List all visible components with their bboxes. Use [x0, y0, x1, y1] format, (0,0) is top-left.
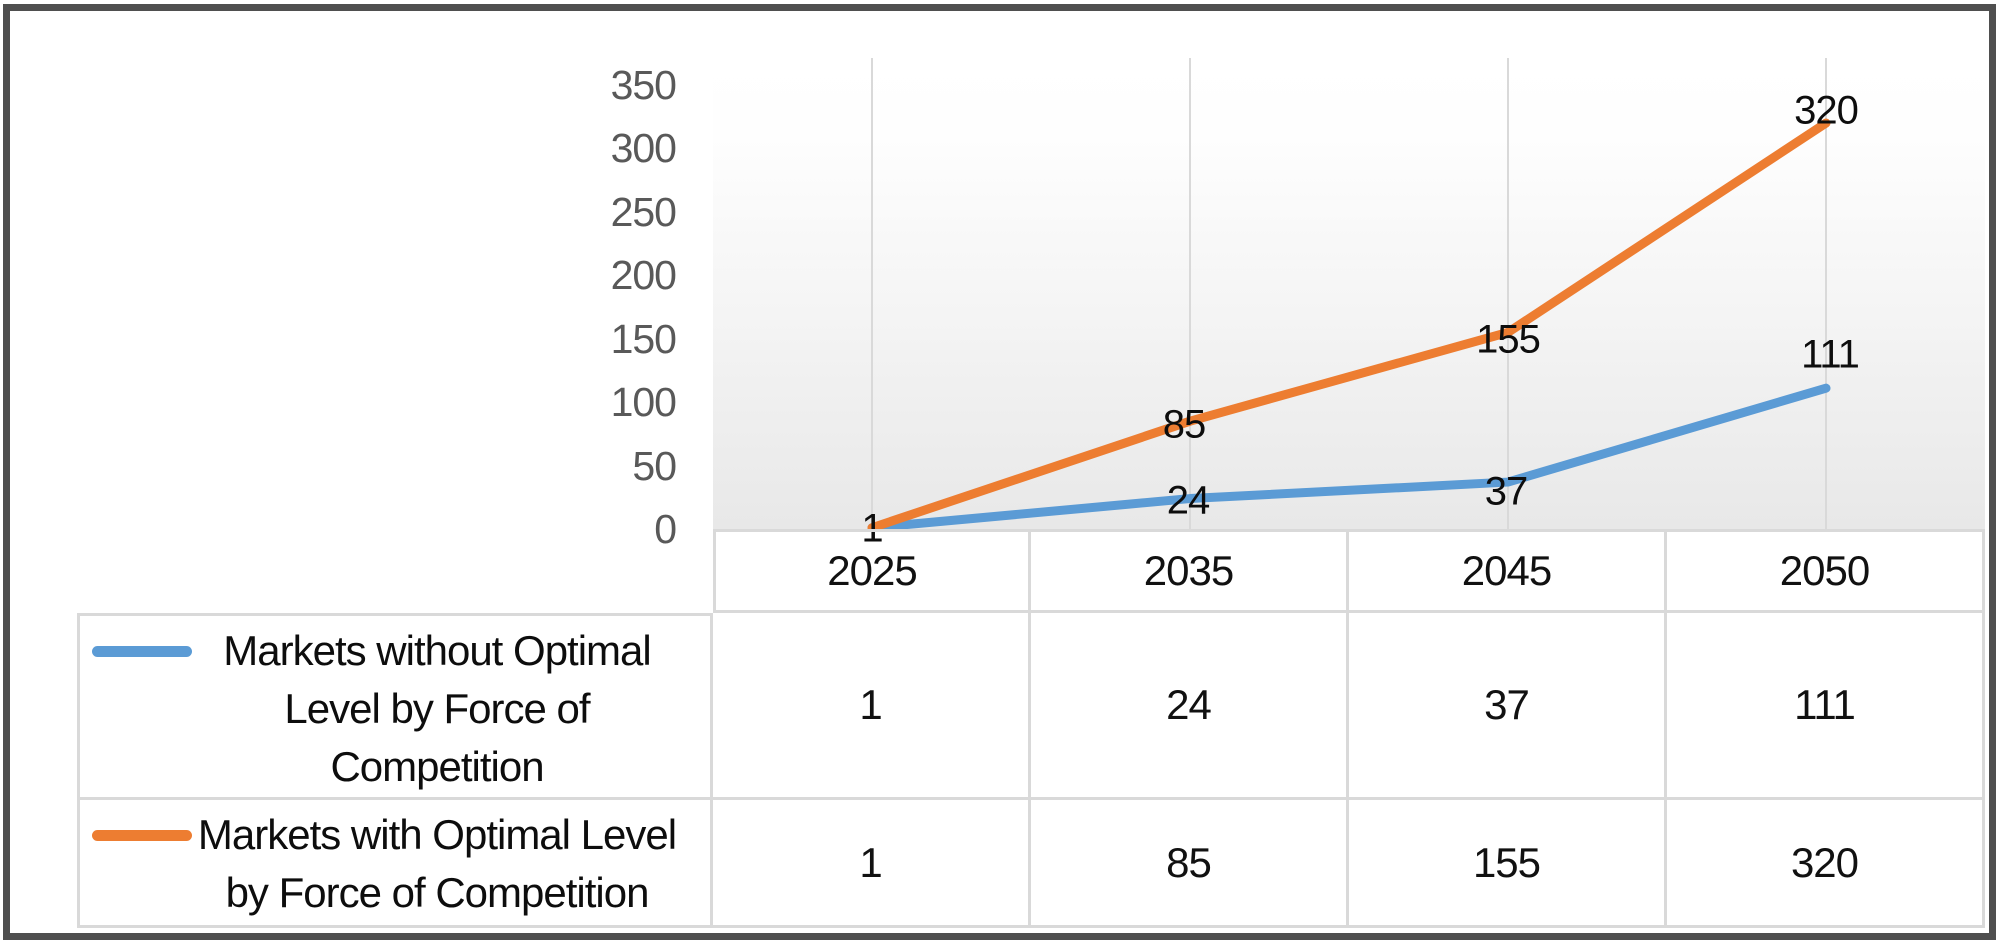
data-label: 37 — [1484, 469, 1528, 514]
category-header-cell: 2045 — [1349, 529, 1667, 613]
series-line-without-optimal — [867, 383, 1831, 529]
y-axis-tick-label: 250 — [610, 188, 677, 235]
data-label: 111 — [1801, 332, 1860, 377]
legend-series-name: Markets without Optimal Level by Force of… — [192, 622, 710, 796]
data-label: 24 — [1166, 478, 1210, 523]
category-header-cell: 2035 — [1031, 529, 1349, 613]
y-axis-tick-label: 350 — [610, 62, 677, 108]
y-axis-tick-label: 50 — [632, 442, 677, 489]
table-value-cell: 320 — [1667, 800, 1985, 928]
plot-area: 1 24 37 111 85 155 320 — [713, 58, 1985, 550]
table-value-cell: 1 — [713, 613, 1031, 800]
category-header-cell: 2025 — [713, 529, 1031, 613]
data-table: 2025 2035 2045 2050 Markets without Optimal L… — [77, 529, 1985, 928]
table-value-cell: 1 — [713, 800, 1031, 928]
table-value-cell: 85 — [1031, 800, 1349, 928]
data-label: 320 — [1794, 88, 1859, 133]
legend-cell: Markets with Optimal Level by Force of Co… — [77, 800, 713, 928]
chart-lines-svg — [867, 58, 1831, 529]
table-value-cell: 111 — [1667, 613, 1985, 800]
legend-text-line: Competition — [330, 743, 544, 790]
data-label: 155 — [1476, 317, 1541, 362]
y-axis-tick-label: 0 — [654, 506, 677, 552]
legend-text-line: by Force of Competition — [225, 869, 650, 916]
legend-key-blue-line — [92, 646, 192, 657]
series-line-with-optimal — [867, 118, 1831, 529]
table-value-cell: 24 — [1031, 613, 1349, 800]
table-value-cell: 37 — [1349, 613, 1667, 800]
category-header-cell: 2050 — [1667, 529, 1985, 613]
y-axis-tick-label: 100 — [610, 379, 677, 426]
table-corner-spacer — [77, 529, 713, 613]
legend-key-orange-line — [92, 830, 192, 841]
y-axis-tick-label: 300 — [610, 125, 677, 172]
legend-series-name: Markets with Optimal Level by Force of Co… — [192, 806, 710, 922]
legend-text-line: Level by Force of — [284, 685, 590, 732]
legend-text-line: Markets without Optimal — [223, 627, 651, 674]
legend-text-line: Markets with Optimal Level — [197, 811, 677, 858]
data-label: 85 — [1162, 402, 1206, 447]
data-label: 1 — [861, 506, 883, 551]
y-axis-tick-label: 200 — [610, 252, 677, 299]
table-value-cell: 155 — [1349, 800, 1667, 928]
y-axis-tick-label: 150 — [610, 315, 677, 362]
legend-cell: Markets without Optimal Level by Force of… — [77, 613, 713, 800]
